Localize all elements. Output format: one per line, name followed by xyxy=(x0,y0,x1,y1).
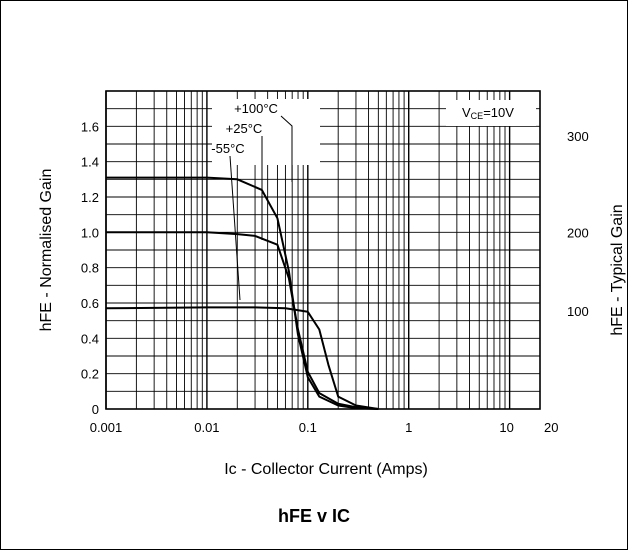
x-tick-label: 0.01 xyxy=(194,420,219,435)
legend-box xyxy=(212,99,320,165)
y-tick-label: 0.4 xyxy=(81,331,99,346)
y-tick-label: 0.8 xyxy=(81,261,99,276)
x-tick-label: 0.1 xyxy=(299,420,317,435)
vce-label: VCE=10V xyxy=(462,105,514,121)
y-tick-label: 0.2 xyxy=(81,367,99,382)
y-tick-label: 1.2 xyxy=(81,190,99,205)
legend-label-2: -55°C xyxy=(211,141,244,156)
y-tick-label: 0 xyxy=(92,402,99,417)
y-tick-label: 1.0 xyxy=(81,225,99,240)
x-tick-label: 20 xyxy=(544,420,558,435)
legend-label-1: +25°C xyxy=(226,121,263,136)
leader-line-0 xyxy=(280,115,293,182)
y-tick-label: 0.6 xyxy=(81,296,99,311)
chart-title: hFE v IC xyxy=(0,506,628,527)
series-line-2 xyxy=(105,306,379,410)
plot-border xyxy=(105,90,541,410)
x-tick-label: 0.001 xyxy=(90,420,123,435)
y-axis-title: hFE - Normalised Gain xyxy=(38,169,55,332)
y2-tick-label: 200 xyxy=(567,225,589,240)
series-line-1 xyxy=(106,231,379,410)
y-tick-label: 1.6 xyxy=(81,119,99,134)
y2-tick-label: 100 xyxy=(567,304,589,319)
series-line-0 xyxy=(106,176,379,410)
grid xyxy=(105,91,541,409)
leader-line-2 xyxy=(229,155,241,301)
x-axis-title: Ic - Collector Current (Amps) xyxy=(224,461,428,478)
legend-label-0: +100°C xyxy=(234,101,278,116)
x-tick-label: 10 xyxy=(499,420,513,435)
y2-tick-label: 300 xyxy=(567,129,589,144)
y-tick-label: 1.4 xyxy=(81,155,99,170)
x-tick-label: 1 xyxy=(405,420,412,435)
vce-box xyxy=(446,100,536,126)
chart-title-text: hFE v IC xyxy=(277,506,350,526)
y2-axis-title: hFE - Typical Gain xyxy=(609,204,626,335)
